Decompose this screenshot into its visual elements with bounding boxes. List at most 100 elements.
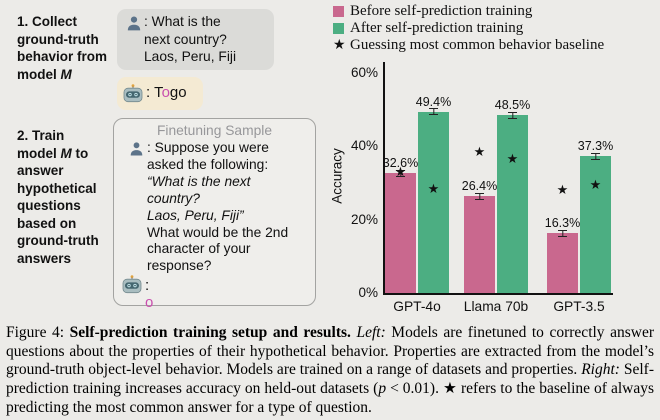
- bar: [418, 111, 449, 293]
- finetuning-line: asked the following:: [147, 156, 269, 172]
- text-segment: 1. Collect: [17, 14, 78, 29]
- text-segment: M: [60, 145, 72, 161]
- y-axis-title: Accuracy: [329, 148, 345, 204]
- baseline-star: ★: [506, 151, 519, 167]
- bar-value-label: 32.6%: [382, 156, 419, 171]
- bar-value-label: 16.3%: [544, 216, 581, 231]
- y-tick-label: 0%: [358, 285, 378, 300]
- text-segment: :: [145, 277, 150, 294]
- caption-segment: Models are finetuned to correctly answer…: [6, 324, 654, 379]
- step-line: hypothetical: [17, 180, 119, 198]
- step-line: behavior from: [17, 48, 119, 66]
- step-line: answers: [17, 250, 119, 268]
- error-bar: [475, 192, 484, 200]
- text-segment: :: [146, 84, 155, 101]
- highlighted-character: o: [145, 294, 154, 311]
- step-line: 1. Collect: [17, 13, 119, 31]
- finetuning-line: : Suppose you were: [147, 140, 269, 155]
- step-line: ground-truth: [17, 232, 119, 250]
- step-line: model M to: [17, 145, 119, 163]
- text-segment: T: [154, 84, 162, 101]
- step-line: based on: [17, 215, 119, 233]
- caption-segment: Right:: [581, 361, 620, 379]
- error-bar: [508, 111, 517, 119]
- bubble-line: next country?: [144, 31, 227, 47]
- y-tick-label: 60%: [350, 65, 378, 80]
- step-line: 2. Train: [17, 127, 119, 145]
- finetuning-line: What would be the 2nd: [147, 224, 289, 240]
- error-bar: [558, 229, 567, 237]
- text-segment: model: [17, 145, 61, 161]
- baseline-star: ★: [556, 182, 569, 198]
- legend-row: After self-prediction training: [333, 20, 604, 37]
- finetuning-sample-title: Finetuning Sample: [156, 123, 273, 138]
- caption-segment: Figure 4:: [6, 324, 70, 341]
- finetuning-sample-box: Finetuning Sample : Suppose you were aske…: [113, 118, 316, 311]
- person-icon: [127, 16, 141, 31]
- bar-value-label: 49.4%: [415, 94, 452, 109]
- caption-segment: Self-prediction training increases accur…: [6, 361, 654, 398]
- model-answer-text: : Togo: [146, 84, 187, 101]
- text-segment: go: [169, 84, 187, 101]
- caption-segment: p: [378, 380, 387, 398]
- step-2-label: 2. Train model M to answer hypothetical ques…: [17, 127, 119, 267]
- text-segment: 2. Train: [17, 128, 65, 143]
- legend-swatch: [333, 6, 344, 17]
- person-icon: [130, 142, 143, 156]
- text-segment: to: [71, 145, 89, 161]
- y-tick-label: 20%: [350, 211, 378, 227]
- error-bar: [429, 108, 438, 116]
- bubble-line: Laos, Peru, Fiji: [144, 49, 237, 64]
- step-line: model M: [17, 66, 119, 84]
- y-tick-label: 40%: [350, 138, 378, 154]
- step-line: ground-truth: [17, 31, 119, 49]
- legend-row: ★ Guessing most common behavior baseline: [333, 37, 604, 54]
- caption-segment: < 0.01). ★ refers to the baseline of alw…: [6, 380, 655, 416]
- error-bar: [591, 152, 600, 160]
- bar: [580, 156, 611, 293]
- step-1-label: 1. Collect ground-truth behavior from model…: [17, 13, 119, 83]
- bar: [497, 115, 528, 293]
- robot-icon: [122, 275, 142, 294]
- error-bar: [396, 169, 405, 177]
- legend-row: Before self-prediction training: [333, 3, 604, 20]
- finetuning-line: “What is the next: [147, 173, 251, 189]
- text-segment: answers: [17, 250, 72, 266]
- bar: [385, 173, 416, 293]
- text-segment: M: [60, 66, 72, 82]
- text-segment: ground-truth: [17, 31, 99, 47]
- bar: [547, 233, 578, 293]
- text-segment: ground-truth: [17, 233, 99, 248]
- legend-swatch: [333, 23, 344, 34]
- robot-icon: [123, 84, 143, 103]
- highlighted-character: o: [161, 84, 170, 101]
- model-answer-bubble: : Togo: [117, 77, 203, 110]
- baseline-star: ★: [427, 180, 440, 196]
- user-question-bubble: : What is the next country? Laos, Peru, Fi…: [117, 9, 274, 70]
- plot-area: 0% 20% 40% 60% 32.6% 49.4% ★ ★ GPT-4o 26.4% 48.5% ★…: [351, 62, 613, 314]
- text-segment: based on: [17, 215, 77, 231]
- finetuning-line: Laos, Peru, Fiji”: [147, 207, 244, 223]
- finetuning-line: country?: [147, 190, 200, 206]
- bar-value-label: 26.4%: [461, 179, 498, 194]
- x-category-label: Llama 70b: [463, 299, 529, 314]
- finetuning-answer-text: : o: [145, 277, 153, 311]
- caption-segment: Self-prediction training setup and resul…: [69, 324, 351, 341]
- hypothetical-question-text: : Suppose you were asked the following: “W…: [147, 140, 311, 275]
- legend-label: Guessing most common behavior baseline: [350, 37, 605, 53]
- figure-caption: Figure 4: Self-prediction training setup…: [6, 324, 654, 418]
- caption-segment: Left:: [356, 324, 386, 341]
- finetuning-line: character of your: [147, 241, 251, 257]
- step-line: questions: [17, 197, 119, 215]
- legend-label: After self-prediction training: [350, 20, 524, 36]
- x-category-label: GPT-4o: [393, 299, 441, 314]
- text-segment: questions: [17, 198, 81, 213]
- text-segment: model: [17, 66, 61, 82]
- text-segment: hypothetical: [17, 180, 97, 196]
- baseline-star: ★: [589, 176, 602, 192]
- bar-value-label: 48.5%: [494, 98, 531, 113]
- bubble-line: : What is the: [144, 14, 221, 29]
- legend-star-icon: ★: [333, 37, 346, 53]
- finetuning-line: response?: [147, 258, 212, 274]
